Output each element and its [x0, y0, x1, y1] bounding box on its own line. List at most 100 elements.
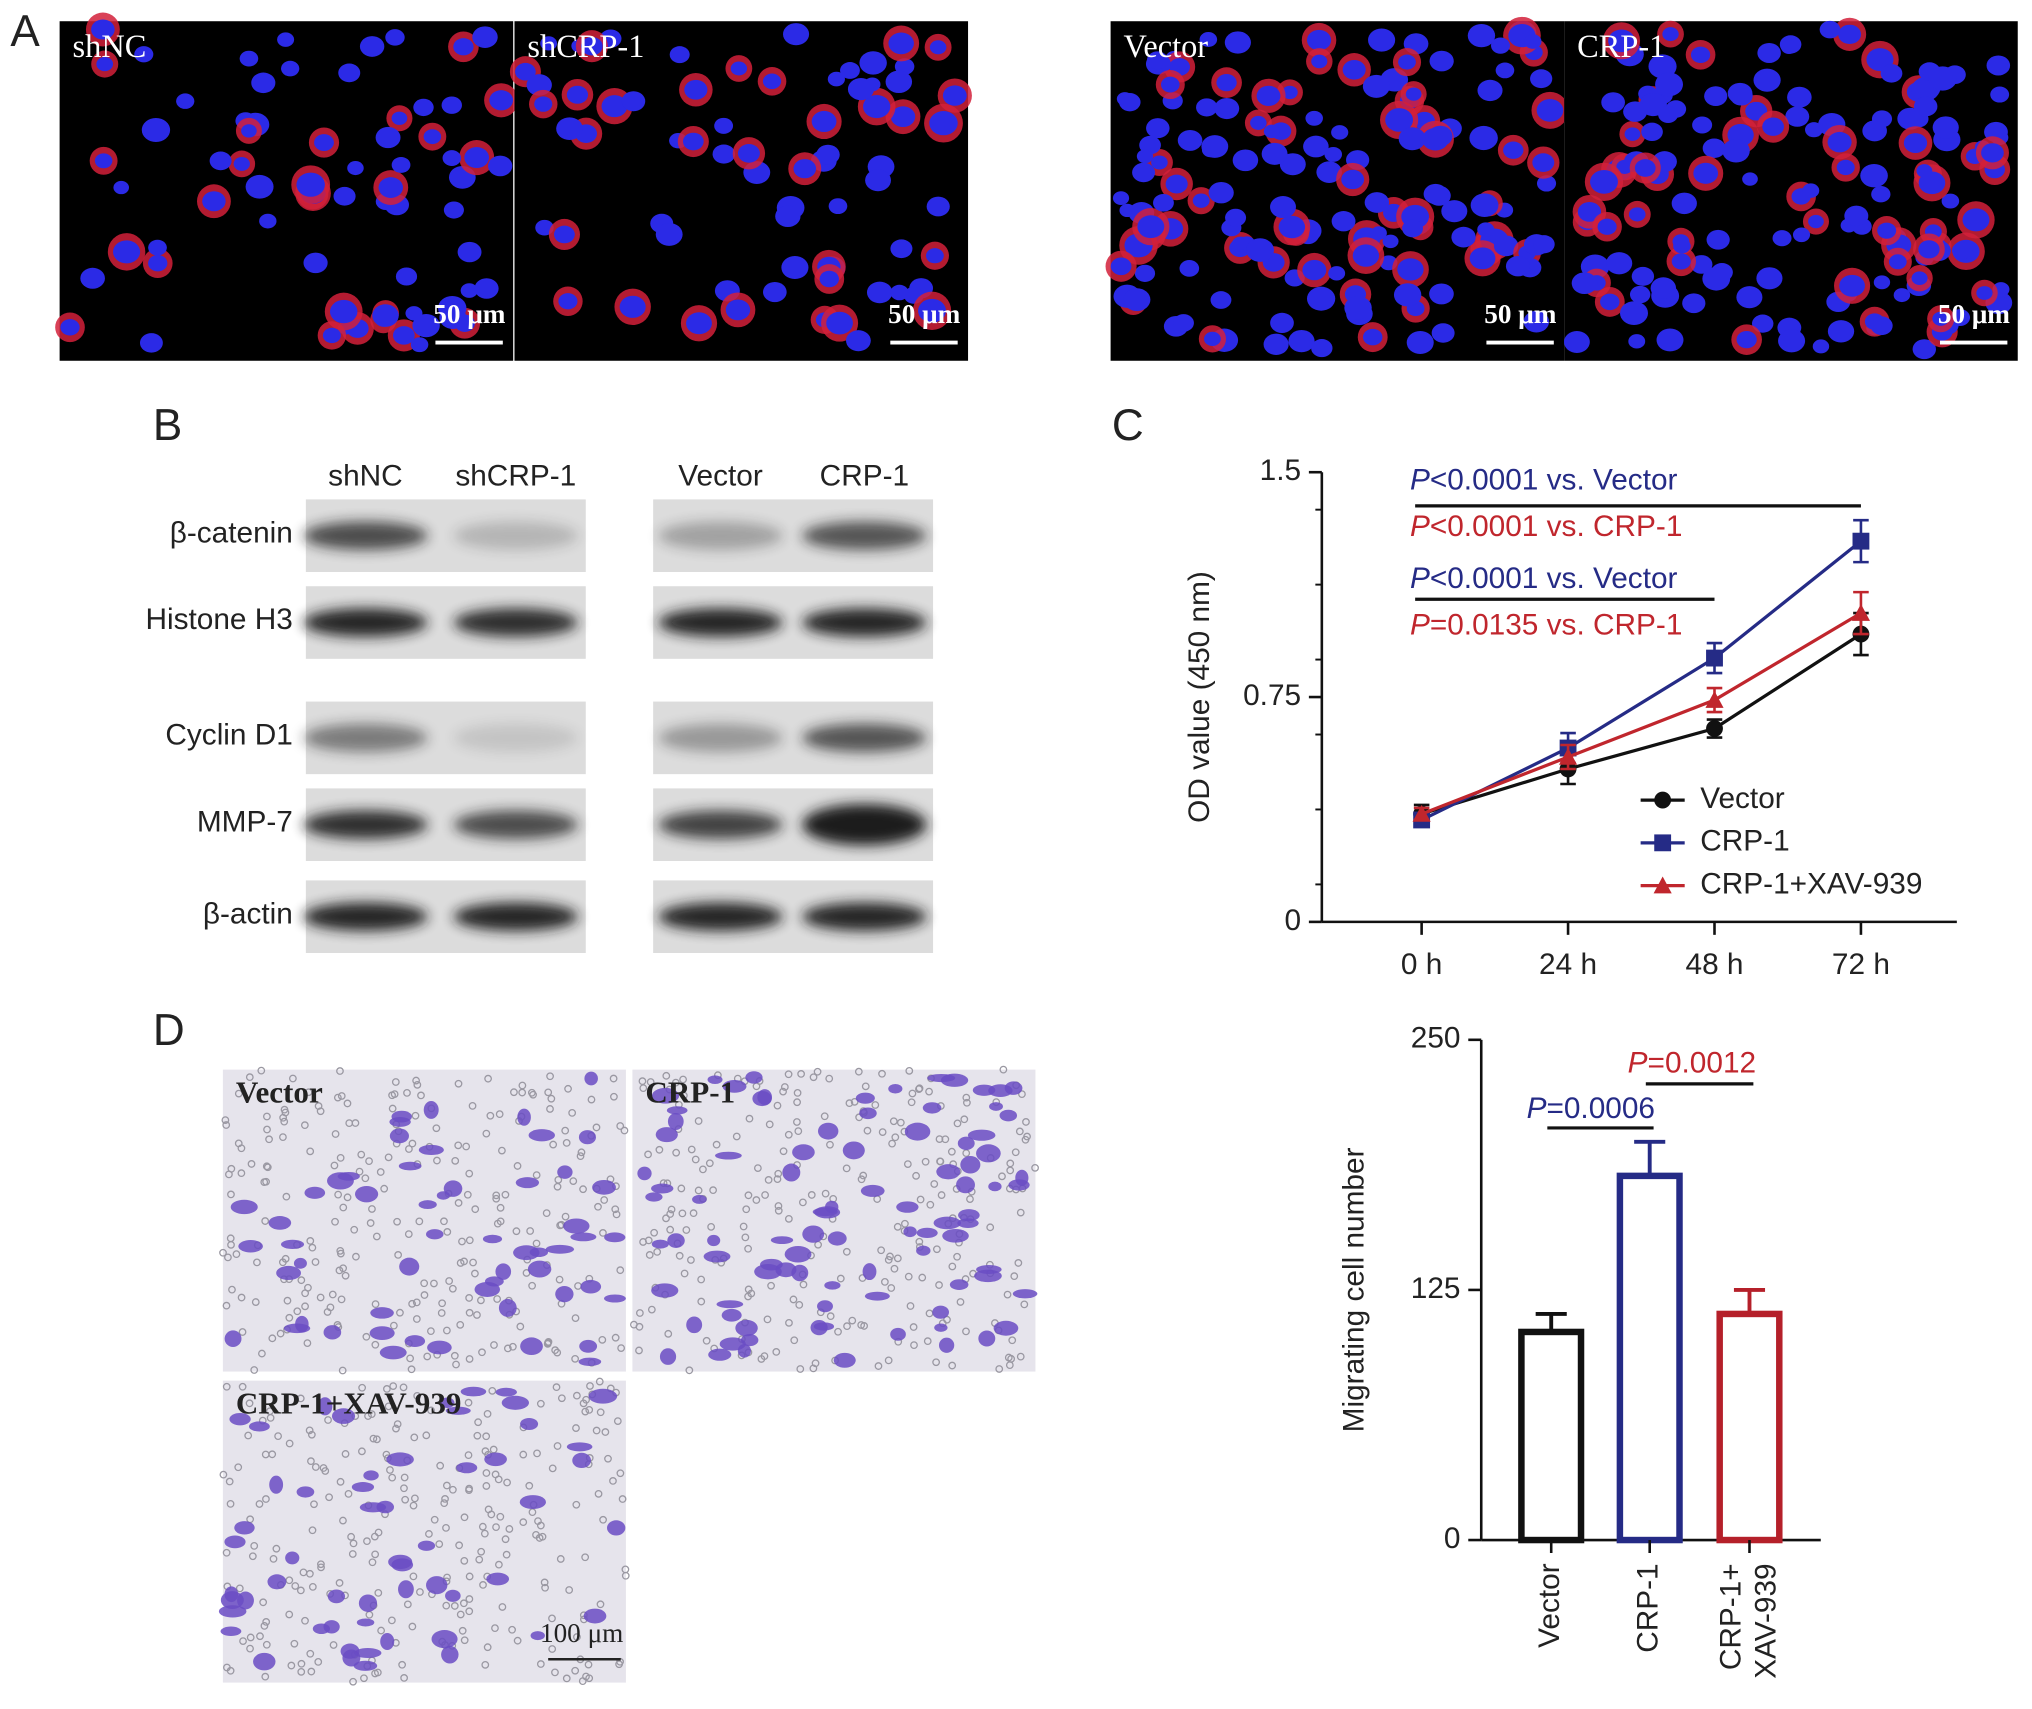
pore — [373, 1668, 382, 1677]
pore — [585, 1406, 594, 1414]
cell-nucleus — [762, 73, 782, 90]
pore — [536, 1660, 545, 1668]
pore — [465, 1308, 474, 1317]
pore — [406, 1354, 414, 1363]
pore — [396, 1308, 404, 1317]
pore — [420, 1279, 429, 1288]
cell-nucleus — [322, 327, 341, 344]
cell-nucleus — [91, 19, 115, 40]
pore — [314, 1658, 323, 1666]
cell-nucleus — [1328, 266, 1346, 281]
bar — [1518, 1328, 1585, 1544]
pore — [685, 1366, 694, 1375]
migrated-cell — [606, 1520, 626, 1536]
pore — [328, 1290, 337, 1299]
pore — [343, 1099, 352, 1108]
cell-nucleus — [781, 256, 809, 280]
pore — [848, 1316, 857, 1325]
pore — [306, 1237, 315, 1245]
migrated-cell — [933, 1216, 962, 1230]
blot-row-label: β-catenin — [170, 516, 293, 549]
pore — [562, 1674, 571, 1683]
pore — [389, 1321, 398, 1330]
pore — [496, 1203, 505, 1212]
pore — [672, 1148, 681, 1157]
blot-band — [303, 608, 428, 637]
cell-nucleus — [1827, 131, 1852, 153]
cell-nucleus — [1405, 87, 1422, 101]
pore — [796, 1365, 805, 1373]
pore — [415, 1217, 424, 1226]
cell-nucleus — [619, 295, 646, 318]
migrated-cell — [391, 1110, 412, 1123]
cell-nucleus — [737, 143, 760, 163]
x-tick-label: 0 h — [1401, 948, 1442, 981]
pore — [763, 1315, 772, 1324]
cell-nucleus — [840, 62, 860, 79]
pore — [440, 1499, 449, 1508]
pore — [584, 1660, 593, 1669]
pore — [473, 1431, 482, 1440]
pore — [336, 1153, 345, 1162]
pore — [465, 1572, 474, 1581]
pore — [389, 1382, 398, 1390]
cell-nucleus — [1778, 329, 1806, 353]
cell-nucleus — [1216, 73, 1237, 92]
y-axis-label: OD value (450 nm) — [1183, 571, 1216, 823]
pore — [496, 1512, 505, 1521]
pore — [307, 1667, 316, 1676]
pore — [540, 1578, 549, 1587]
pore — [826, 1140, 834, 1149]
cell-nucleus — [1870, 316, 1893, 336]
pore — [620, 1126, 629, 1135]
migrated-cell — [667, 1112, 684, 1131]
pore — [445, 1277, 454, 1285]
pore — [999, 1065, 1008, 1074]
pore — [793, 1089, 802, 1097]
pore — [437, 1309, 446, 1317]
cell-nucleus — [554, 225, 575, 244]
pore — [443, 1573, 451, 1582]
pore — [785, 1318, 793, 1327]
cell-nucleus — [819, 270, 839, 288]
pore — [896, 1118, 905, 1127]
pore — [391, 1078, 400, 1086]
pore — [303, 1339, 312, 1347]
pore — [556, 1555, 565, 1563]
migrated-cell — [293, 1257, 307, 1269]
pore — [1018, 1090, 1026, 1099]
cell-nucleus — [233, 156, 250, 171]
pore — [408, 1622, 417, 1631]
pore — [635, 1346, 643, 1355]
pore — [412, 1298, 421, 1307]
cell-nucleus — [245, 174, 274, 199]
pore — [222, 1301, 231, 1310]
pore — [454, 1079, 463, 1088]
cell-nucleus — [378, 177, 404, 198]
pore — [345, 1119, 354, 1128]
pore — [616, 1469, 625, 1478]
migrated-cell — [276, 1265, 301, 1281]
pore — [793, 1118, 801, 1126]
image-background — [222, 1380, 626, 1683]
pore — [774, 1206, 783, 1215]
blot-row-label: Cyclin D1 — [165, 718, 293, 751]
migrated-cell — [296, 1486, 315, 1498]
cell-nucleus — [1903, 133, 1928, 153]
pore — [339, 1203, 348, 1212]
cell-nucleus — [457, 241, 482, 263]
pore — [300, 1121, 309, 1130]
cell-nucleus — [1165, 174, 1188, 194]
image-label: CRP-1 — [1577, 29, 1665, 65]
cell-nucleus — [1808, 214, 1824, 229]
pore — [1016, 1208, 1025, 1217]
pore — [465, 1595, 474, 1603]
y-tick-label: 250 — [1411, 1022, 1461, 1055]
pore — [546, 1105, 554, 1113]
migrated-cell — [340, 1643, 360, 1659]
migrated-cell — [267, 1574, 287, 1590]
pore — [609, 1477, 617, 1485]
migrated-cell — [927, 1073, 956, 1083]
pore — [394, 1251, 403, 1259]
cell-nucleus — [60, 319, 80, 336]
